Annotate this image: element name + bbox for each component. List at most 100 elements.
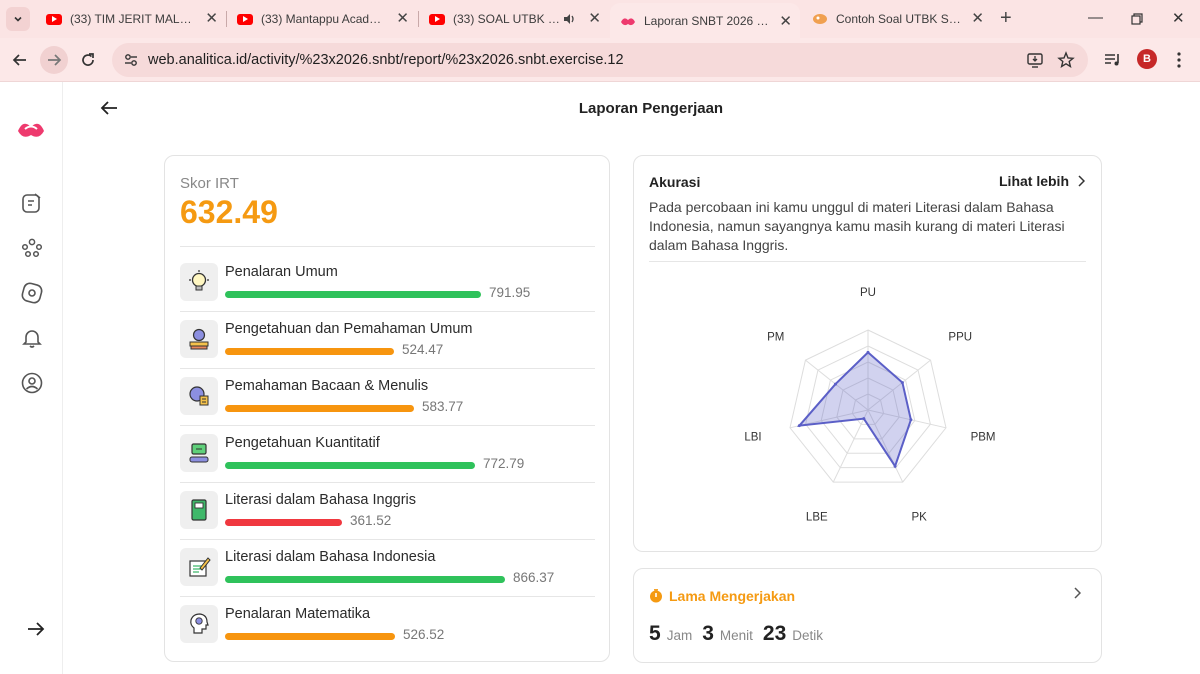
see-more-link[interactable]: Lihat lebih [999,173,1085,189]
subject-row-penalaran-umum[interactable]: Penalaran Umum 791.95 [180,263,594,320]
tab-separator [226,11,227,27]
forward-button[interactable] [40,46,68,74]
radar-axis-label: LBE [806,511,828,523]
browser-tab-active[interactable]: Laporan SNBT 2026 - Par ✕ [610,3,800,38]
radar-point-pbm [909,418,913,422]
subject-score-bar [225,519,342,526]
media-controls-icon[interactable] [1104,52,1122,68]
books-globe-icon [180,320,218,358]
chevron-right-icon[interactable] [1073,587,1081,599]
divider [180,482,595,483]
radar-axis-label: PK [912,511,928,523]
close-icon[interactable]: ✕ [205,10,218,27]
bookmark-star-icon[interactable] [1057,51,1075,69]
youtube-icon [429,13,445,25]
subject-score-bar [225,348,394,355]
browser-tab[interactable]: (33) Mantappu Academy ✕ [227,0,417,38]
divider [180,246,595,247]
browser-tab[interactable]: (33) SOAL UTBK 2025 ✕ [419,0,609,38]
subject-name: Pengetahuan Kuantitatif [225,435,380,451]
chevron-down-icon [14,16,22,22]
close-icon[interactable]: ✕ [971,10,984,27]
subject-score: 791.95 [489,285,531,300]
speaker-icon[interactable] [562,12,576,26]
subject-name: Pemahaman Bacaan & Menulis [225,378,429,394]
close-icon[interactable]: ✕ [588,10,601,27]
radar-point-ppu [900,381,904,385]
subject-name: Pengetahuan dan Pemahaman Umum [225,321,473,337]
duration-card[interactable]: Lama Mengerjakan 5 Jam 3 Menit 23 Detik [633,568,1102,663]
tab-title: (33) Mantappu Academy [261,12,386,26]
tab-title: Contoh Soal UTBK SNBT [836,12,961,26]
subject-score: 866.37 [513,570,555,585]
reload-icon [82,53,94,66]
new-tab-icon[interactable]: + [1000,7,1012,29]
profile-avatar[interactable]: B [1137,49,1157,69]
expand-sidebar-icon[interactable] [25,618,47,640]
analitica-logo-icon[interactable] [16,116,46,142]
duration-seconds: 23 [762,622,787,645]
subject-row-lbe[interactable]: Literasi dalam Bahasa Inggris 361.52 [180,491,594,548]
radar-grid-ring [789,329,947,483]
subject-score-bar [225,405,414,412]
close-icon[interactable]: ✕ [779,13,792,30]
reload-button[interactable] [74,46,102,74]
subject-row-lbi[interactable]: Literasi dalam Bahasa Indonesia 866.37 [180,548,594,605]
radar-grid-ring [820,361,916,454]
duration-title-row: Lama Mengerjakan [649,588,795,604]
radar-grid-ring [836,377,900,440]
subject-score: 524.47 [402,342,444,357]
subject-score: 526.52 [403,627,445,642]
community-icon[interactable] [20,236,44,260]
divider [180,539,595,540]
subject-row-ppu[interactable]: Pengetahuan dan Pemahaman Umum 524.47 [180,320,594,377]
browser-tab[interactable]: Contoh Soal UTBK SNBT ✕ [802,0,992,38]
browser-tab[interactable]: (33) TIM JERIT MALAM D ✕ [36,0,226,38]
tab-title: Laporan SNBT 2026 - Par [644,13,772,28]
duration-title: Lama Mengerjakan [669,588,796,604]
exercise-icon[interactable] [20,191,44,215]
minimize-icon[interactable]: — [1088,9,1103,26]
address-bar[interactable]: web.analitica.id/activity/%23x2026.snbt/… [112,43,1088,77]
score-label: Skor IRT [180,175,239,192]
profile-icon[interactable] [20,371,44,395]
radar-point-lbe [862,417,866,421]
close-icon[interactable]: ✕ [396,10,409,27]
subject-name: Penalaran Matematika [225,606,371,622]
accuracy-radar-chart: PU PPU PBM PK LBE LBI PM [744,287,996,523]
subject-row-pbm[interactable]: Pemahaman Bacaan & Menulis 583.77 [180,377,594,434]
address-url: web.analitica.id/activity/%23x2026.snbt/… [148,52,624,68]
duration-minutes: 3 [702,622,714,645]
divider [180,425,595,426]
back-button[interactable] [6,46,34,74]
notebook-pencil-icon [180,548,218,586]
divider [180,596,595,597]
green-book-icon [180,491,218,529]
radar-axis-label: LBI [744,431,761,443]
radar-axis-label: PBM [971,431,996,443]
subject-row-pm[interactable]: Penalaran Matematika 526.52 [180,605,594,662]
restore-icon[interactable] [1131,13,1143,25]
more-menu-icon[interactable] [1176,51,1182,69]
subject-name: Literasi dalam Bahasa Indonesia [225,549,436,565]
timer-icon [650,589,662,603]
subject-score: 772.79 [483,456,525,471]
browser-toolbar: web.analitica.id/activity/%23x2026.snbt/… [0,38,1200,82]
tab-title: (33) TIM JERIT MALAM D [70,12,195,26]
install-app-icon[interactable] [1026,51,1044,69]
divider [180,311,595,312]
site-settings-icon[interactable] [122,51,140,69]
tab-search-button[interactable] [6,7,30,31]
globe-writing-icon [180,377,218,415]
explore-icon[interactable] [20,281,44,305]
subject-name: Penalaran Umum [225,264,338,280]
chevron-right-icon [1078,175,1085,187]
radar-spoke [867,359,931,411]
close-window-icon[interactable]: ✕ [1172,10,1185,27]
site-icon [813,14,827,24]
subject-row-pk[interactable]: Pengetahuan Kuantitatif 772.79 [180,434,594,491]
back-arrow-icon[interactable] [98,97,120,119]
bell-icon[interactable] [20,326,44,350]
radar-point-lbi [797,424,801,428]
arrow-left-icon [12,54,26,66]
